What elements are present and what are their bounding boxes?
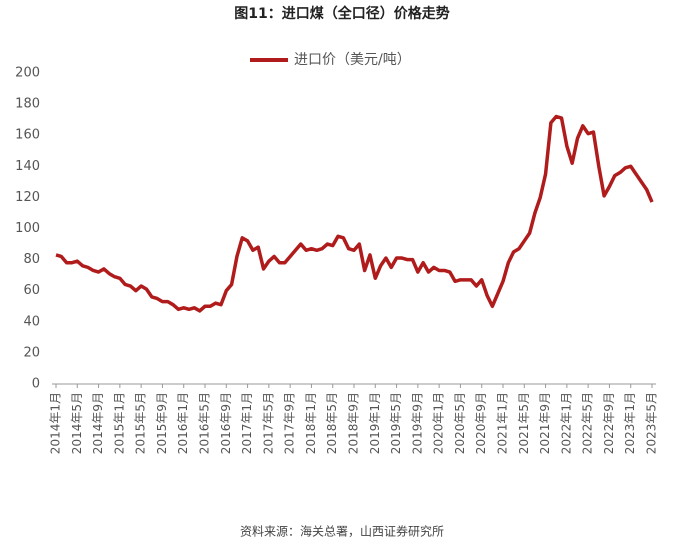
x-tick-label: 2016年5月 [198, 392, 212, 454]
y-tick-label: 100 [15, 221, 40, 236]
y-tick-label: 0 [32, 377, 40, 392]
y-tick-label: 160 [15, 128, 40, 143]
y-tick-label: 140 [15, 159, 40, 174]
source-note: 资料来源：海关总署，山西证券研究所 [240, 524, 444, 539]
x-tick-label: 2017年1月 [240, 392, 254, 454]
x-tick-label: 2015年1月 [112, 392, 126, 454]
y-tick-label: 180 [15, 97, 40, 112]
x-tick-label: 2023年1月 [623, 392, 637, 454]
y-tick-label: 40 [23, 314, 40, 329]
data-line [55, 114, 654, 313]
x-tick-label: 2020年1月 [432, 392, 446, 454]
x-tick-label: 2023年5月 [645, 392, 659, 454]
y-tick-label: 20 [23, 345, 40, 360]
x-tick-label: 2021年5月 [517, 392, 531, 454]
x-tick-label: 2017年9月 [283, 392, 297, 454]
y-tick-label: 60 [23, 283, 40, 298]
x-tick-label: 2020年5月 [453, 392, 467, 454]
x-tick-label: 2021年9月 [538, 392, 552, 454]
x-tick-label: 2014年9月 [91, 392, 105, 454]
x-tick-label: 2019年9月 [410, 392, 424, 454]
y-tick-label: 120 [15, 190, 40, 205]
x-tick-label: 2015年9月 [155, 392, 169, 454]
x-tick-label: 2022年5月 [581, 392, 595, 454]
x-tick-label: 2014年5月 [70, 392, 84, 454]
x-tick-label: 2021年1月 [496, 392, 510, 454]
x-tick-label: 2017年5月 [261, 392, 275, 454]
x-tick-label: 2014年1月 [49, 392, 63, 454]
x-tick-label: 2016年9月 [219, 392, 233, 454]
x-tick-label: 2022年1月 [559, 392, 573, 454]
x-tick-label: 2019年5月 [389, 392, 403, 454]
x-tick-label: 2022年9月 [602, 392, 616, 454]
y-tick-label: 80 [23, 252, 40, 267]
x-tick-label: 2016年1月 [176, 392, 190, 454]
chart-title: 图11：进口煤（全口径）价格走势 [234, 5, 449, 22]
x-tick-label: 2018年5月 [325, 392, 339, 454]
x-tick-label: 2018年9月 [347, 392, 361, 454]
x-tick-label: 2015年5月 [134, 392, 148, 454]
x-tick-label: 2019年1月 [368, 392, 382, 454]
x-tick-label: 2018年1月 [304, 392, 318, 454]
y-tick-label: 200 [15, 66, 40, 81]
x-tick-label: 2020年9月 [474, 392, 488, 454]
legend-label: 进口价（美元/吨） [294, 52, 411, 68]
